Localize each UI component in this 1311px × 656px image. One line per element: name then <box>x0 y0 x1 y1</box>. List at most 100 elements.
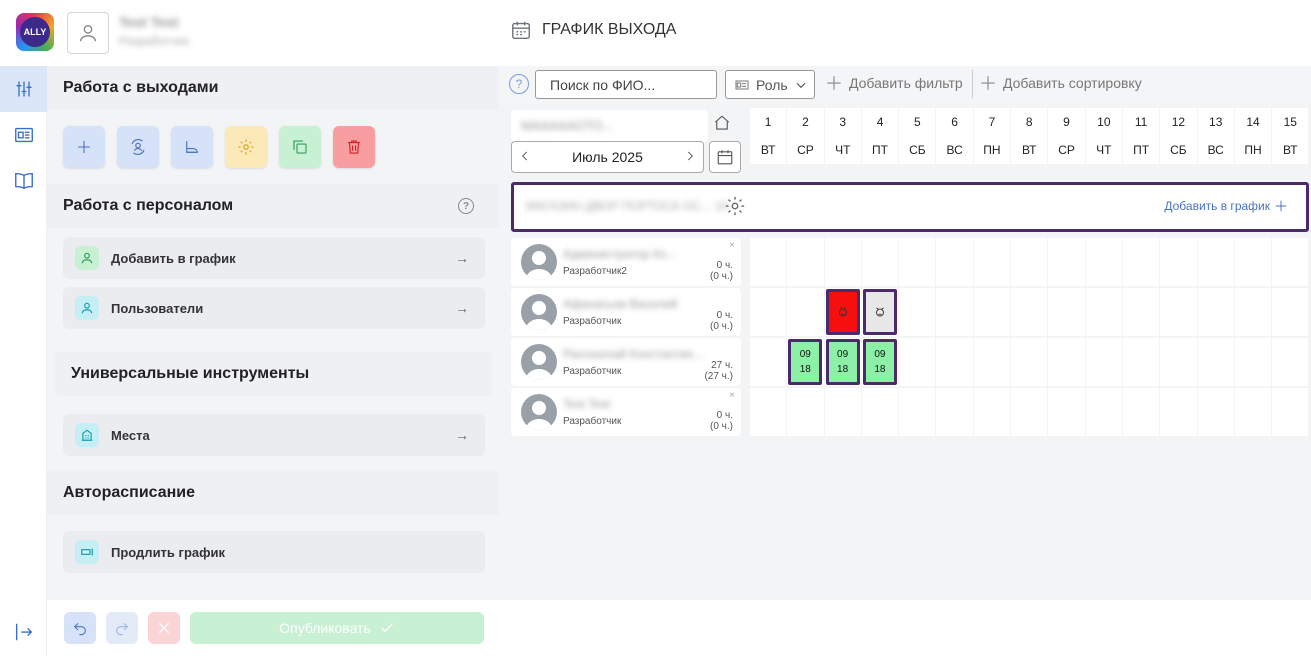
schedule-cell[interactable] <box>1272 288 1309 336</box>
schedule-cell[interactable] <box>1122 238 1160 286</box>
schedule-cell[interactable] <box>899 288 936 336</box>
schedule-cell[interactable] <box>1048 338 1085 386</box>
shoe-button[interactable] <box>171 126 213 168</box>
schedule-cell[interactable] <box>1160 388 1197 436</box>
schedule-cell[interactable] <box>1085 238 1122 286</box>
shift-vacation[interactable] <box>862 289 897 335</box>
schedule-cell[interactable] <box>1160 288 1197 336</box>
schedule-cell[interactable] <box>899 338 936 386</box>
shift-work[interactable]: 09 18 <box>862 339 897 385</box>
schedule-cell[interactable] <box>824 388 861 436</box>
help-icon[interactable]: ? <box>458 198 474 214</box>
schedule-cell[interactable] <box>1048 288 1085 336</box>
schedule-cell[interactable] <box>1122 288 1160 336</box>
schedule-cell[interactable] <box>1048 238 1085 286</box>
filter-help-icon[interactable]: ? <box>509 74 529 94</box>
schedule-cell[interactable] <box>1011 238 1048 286</box>
user-avatar[interactable] <box>67 12 109 54</box>
shift-work[interactable]: 09 18 <box>825 339 860 385</box>
chevron-right-icon[interactable] <box>683 149 697 166</box>
org-selector[interactable]: МАААААОТО... <box>511 110 708 142</box>
rail-book[interactable] <box>0 158 47 204</box>
shift-sick[interactable] <box>825 289 860 335</box>
schedule-cell[interactable] <box>1234 388 1272 436</box>
schedule-cell[interactable] <box>1011 288 1048 336</box>
add-filter-button[interactable]: Добавить фильтр <box>825 74 963 92</box>
schedule-cell[interactable] <box>861 388 899 436</box>
redo-button[interactable] <box>106 612 138 644</box>
schedule-cell[interactable]: 09 18 <box>861 338 899 386</box>
publish-button[interactable]: Опубликовать <box>190 612 484 644</box>
schedule-cell[interactable] <box>936 238 973 286</box>
home-button[interactable] <box>713 114 731 137</box>
schedule-cell[interactable] <box>1122 338 1160 386</box>
schedule-cell[interactable] <box>1122 388 1160 436</box>
schedule-cell[interactable] <box>1160 238 1197 286</box>
menu-users[interactable]: Пользователи → <box>63 287 485 329</box>
undo-button[interactable] <box>64 612 96 644</box>
schedule-cell[interactable] <box>1197 388 1234 436</box>
team-settings-button[interactable] <box>724 195 746 222</box>
schedule-cell[interactable] <box>787 238 824 286</box>
menu-add-to-schedule[interactable]: Добавить в график → <box>63 237 485 279</box>
schedule-cell[interactable] <box>1272 388 1309 436</box>
assign-user-button[interactable] <box>117 126 159 168</box>
menu-places[interactable]: Места → <box>63 414 485 456</box>
schedule-cell[interactable] <box>936 288 973 336</box>
delete-button[interactable] <box>333 126 375 168</box>
schedule-cell[interactable] <box>899 388 936 436</box>
chevron-left-icon[interactable] <box>518 149 532 166</box>
schedule-cell[interactable] <box>1234 288 1272 336</box>
calendar-button[interactable] <box>709 141 741 173</box>
employee-card[interactable]: Test Test Разработчик 0 ч. (0 ч.) × <box>511 388 741 436</box>
schedule-cell[interactable] <box>1234 338 1272 386</box>
settings-button[interactable] <box>225 126 267 168</box>
schedule-cell[interactable] <box>973 288 1011 336</box>
employee-card[interactable]: Афанасьев Василий Разработчик 0 ч. (0 ч.) <box>511 288 741 336</box>
schedule-cell[interactable] <box>787 288 824 336</box>
schedule-cell[interactable] <box>750 338 787 386</box>
schedule-cell[interactable] <box>1272 338 1309 386</box>
schedule-cell[interactable] <box>1011 388 1048 436</box>
schedule-cell[interactable] <box>1197 238 1234 286</box>
rail-cards[interactable] <box>0 112 47 158</box>
schedule-cell[interactable] <box>1085 388 1122 436</box>
rail-settings[interactable] <box>0 66 47 112</box>
schedule-cell[interactable] <box>824 238 861 286</box>
team-add-to-schedule[interactable]: Добавить в график <box>1164 199 1288 213</box>
schedule-cell[interactable] <box>973 388 1011 436</box>
schedule-cell[interactable] <box>1160 338 1197 386</box>
employee-card[interactable]: Администратор Ко... Разработчик2 0 ч. (0 ч.… <box>511 238 741 286</box>
schedule-cell[interactable] <box>936 388 973 436</box>
shift-work[interactable]: 09 18 <box>788 339 823 385</box>
role-select[interactable]: Роль <box>725 70 815 99</box>
schedule-cell[interactable] <box>861 238 899 286</box>
remove-icon[interactable]: × <box>729 390 735 401</box>
schedule-cell[interactable] <box>750 388 787 436</box>
schedule-cell[interactable] <box>1085 338 1122 386</box>
schedule-cell[interactable] <box>1197 338 1234 386</box>
logout-button[interactable] <box>0 612 47 652</box>
add-sort-button[interactable]: Добавить сортировку <box>979 74 1142 92</box>
employee-card[interactable]: Рассказчай Константин... Разработчик 27 ч.… <box>511 338 741 386</box>
menu-extend-schedule[interactable]: Продлить график <box>63 531 485 573</box>
schedule-cell[interactable] <box>750 288 787 336</box>
schedule-cell[interactable] <box>1197 288 1234 336</box>
schedule-cell[interactable] <box>824 288 861 336</box>
schedule-cell[interactable] <box>787 388 824 436</box>
schedule-cell[interactable] <box>750 238 787 286</box>
copy-button[interactable] <box>279 126 321 168</box>
add-button[interactable] <box>63 126 105 168</box>
schedule-cell[interactable] <box>861 288 899 336</box>
schedule-cell[interactable] <box>1085 288 1122 336</box>
cancel-button[interactable] <box>148 612 180 644</box>
schedule-cell[interactable] <box>1011 338 1048 386</box>
schedule-cell[interactable] <box>1272 238 1309 286</box>
schedule-cell[interactable] <box>899 238 936 286</box>
schedule-cell[interactable] <box>973 338 1011 386</box>
schedule-cell[interactable] <box>973 238 1011 286</box>
search-input[interactable] <box>535 70 717 99</box>
schedule-cell[interactable] <box>1048 388 1085 436</box>
schedule-cell[interactable]: 09 18 <box>787 338 824 386</box>
schedule-cell[interactable] <box>1234 238 1272 286</box>
